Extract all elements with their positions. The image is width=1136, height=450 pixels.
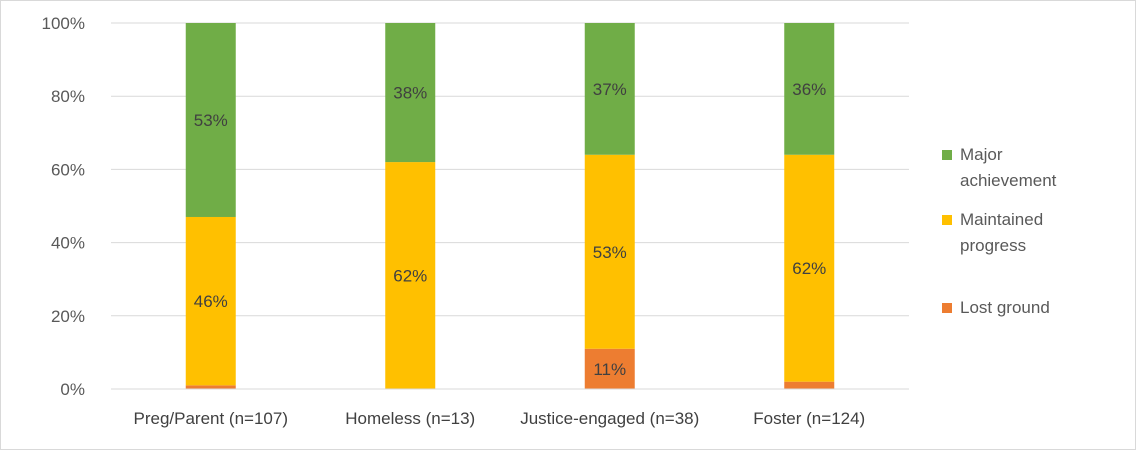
bar-segment [584, 154, 635, 349]
bar-segment [185, 216, 236, 386]
data-label: 53% [593, 243, 627, 262]
data-label: 36% [792, 80, 826, 99]
y-tick-label: 0% [60, 380, 85, 399]
legend-label: achievement [960, 171, 1057, 190]
data-label: 62% [792, 259, 826, 278]
x-tick-label: Preg/Parent (n=107) [133, 409, 288, 428]
data-label: 11% [593, 360, 626, 379]
bar-segment [584, 348, 635, 389]
legend-label: Lost ground [960, 298, 1050, 317]
legend-label: Maintained [960, 210, 1043, 229]
y-tick-label: 20% [51, 307, 85, 326]
y-tick-label: 100% [42, 14, 85, 33]
data-label: 37% [593, 80, 627, 99]
legend-swatch [942, 150, 952, 160]
y-tick-label: 40% [51, 234, 85, 253]
y-tick-label: 60% [51, 160, 85, 179]
data-label: 53% [194, 111, 228, 130]
bar-segment [385, 23, 436, 163]
bar-segment [584, 23, 635, 155]
legend-swatch [942, 303, 952, 313]
bar-segment [784, 381, 835, 389]
bar-segment [385, 162, 436, 389]
x-tick-label: Homeless (n=13) [345, 409, 475, 428]
data-label: 62% [393, 267, 427, 286]
bar-segment [185, 385, 236, 389]
x-tick-label: Foster (n=124) [753, 409, 865, 428]
legend-label: Major [960, 145, 1003, 164]
bar-segment [784, 23, 835, 155]
y-tick-label: 80% [51, 87, 85, 106]
data-label: 46% [194, 292, 228, 311]
legend-swatch [942, 215, 952, 225]
bar-segment [784, 154, 835, 382]
bar-segment [185, 23, 236, 217]
data-label: 38% [393, 84, 427, 103]
x-tick-label: Justice-engaged (n=38) [520, 409, 699, 428]
legend-label: progress [960, 236, 1026, 255]
